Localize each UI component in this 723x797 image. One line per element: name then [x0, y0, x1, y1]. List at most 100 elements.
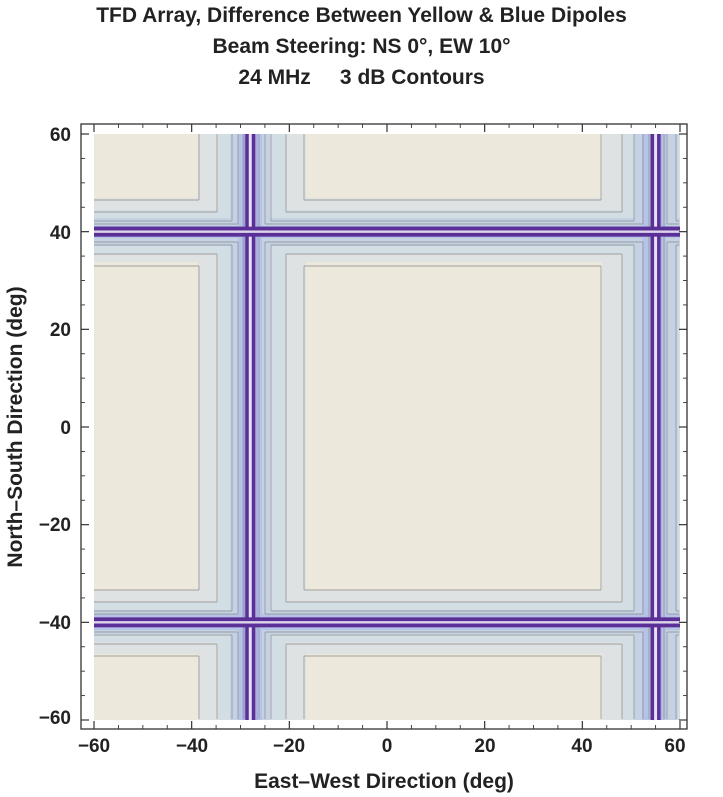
- contour-band-cell: [146, 574, 151, 579]
- contour-band-cell: [110, 646, 115, 651]
- contour-band-cell: [118, 366, 123, 371]
- contour-band-cell: [126, 570, 131, 575]
- contour-band-cell: [194, 614, 199, 619]
- contour-band-cell: [122, 562, 127, 567]
- contour-band-cell: [106, 282, 111, 287]
- contour-band-cell: [134, 582, 139, 587]
- contour-band-cell: [166, 398, 171, 403]
- contour-band-cell: [206, 474, 211, 479]
- contour-band-cell: [94, 254, 99, 259]
- contour-band-cell: [130, 250, 135, 255]
- contour-band-cell: [186, 190, 191, 195]
- contour-band-cell: [174, 242, 179, 247]
- contour-band-cell: [194, 670, 199, 675]
- contour-band-cell: [134, 258, 139, 263]
- contour-band-cell: [102, 682, 107, 687]
- contour-band-cell: [186, 410, 191, 415]
- contour-band-cell: [194, 478, 199, 483]
- contour-band-cell: [94, 206, 99, 211]
- contour-band-cell: [118, 646, 123, 651]
- contour-band-cell: [170, 602, 175, 607]
- contour-band-cell: [210, 602, 215, 607]
- contour-band-cell: [214, 306, 219, 311]
- contour-band-cell: [162, 650, 167, 655]
- contour-band-cell: [182, 678, 187, 683]
- contour-band-cell: [138, 590, 143, 595]
- contour-band-cell: [162, 274, 167, 279]
- contour-band-cell: [134, 350, 139, 355]
- contour-band-cell: [178, 510, 183, 515]
- contour-band-cell: [158, 142, 163, 147]
- contour-band-cell: [214, 282, 219, 287]
- contour-band-cell: [98, 326, 103, 331]
- contour-band-cell: [162, 318, 167, 323]
- contour-band-cell: [146, 310, 151, 315]
- contour-band-cell: [182, 498, 187, 503]
- contour-band-cell: [114, 322, 119, 327]
- contour-band-cell: [194, 674, 199, 679]
- contour-band-cell: [222, 182, 227, 187]
- contour-band-cell: [122, 398, 127, 403]
- contour-band-cell: [138, 278, 143, 283]
- contour-band-cell: [118, 498, 123, 503]
- contour-band-cell: [126, 238, 131, 243]
- contour-band-cell: [102, 142, 107, 147]
- contour-band-cell: [210, 314, 215, 319]
- contour-band-cell: [102, 134, 107, 139]
- contour-band-cell: [130, 434, 135, 439]
- contour-band-cell: [134, 658, 139, 663]
- contour-band-cell: [214, 658, 219, 663]
- contour-band-cell: [194, 306, 199, 311]
- contour-band-cell: [206, 238, 211, 243]
- contour-band-cell: [154, 306, 159, 311]
- contour-band-cell: [134, 194, 139, 199]
- contour-band-cell: [166, 358, 171, 363]
- contour-band-cell: [138, 298, 143, 303]
- contour-band-cell: [166, 246, 171, 251]
- contour-band-cell: [218, 578, 223, 583]
- contour-band-cell: [222, 314, 227, 319]
- contour-band-cell: [94, 686, 99, 691]
- contour-band-cell: [114, 658, 119, 663]
- contour-band-cell: [186, 350, 191, 355]
- contour-band-cell: [142, 502, 147, 507]
- contour-band-cell: [142, 422, 147, 427]
- contour-band-cell: [206, 438, 211, 443]
- contour-band-cell: [202, 502, 207, 507]
- contour-band-cell: [202, 342, 207, 347]
- contour-band-cell: [226, 418, 231, 423]
- contour-band-cell: [126, 530, 131, 535]
- contour-band-cell: [162, 598, 167, 603]
- contour-band-cell: [146, 626, 151, 631]
- contour-band-cell: [158, 526, 163, 531]
- contour-band-cell: [150, 526, 155, 531]
- contour-band-cell: [142, 614, 147, 619]
- contour-band-cell: [222, 402, 227, 407]
- contour-band-cell: [202, 398, 207, 403]
- contour-band-cell: [106, 594, 111, 599]
- contour-band-cell: [150, 290, 155, 295]
- contour-band-cell: [186, 258, 191, 263]
- contour-band-cell: [118, 462, 123, 467]
- contour-band-cell: [158, 330, 163, 335]
- contour-band-cell: [134, 246, 139, 251]
- contour-band-cell: [158, 542, 163, 547]
- contour-band-cell: [122, 190, 127, 195]
- contour-band-cell: [186, 698, 191, 703]
- contour-band-cell: [174, 190, 179, 195]
- contour-band-cell: [226, 686, 231, 691]
- contour-band-cell: [154, 538, 159, 543]
- contour-band-cell: [218, 270, 223, 275]
- contour-band-cell: [142, 570, 147, 575]
- contour-band-cell: [94, 350, 99, 355]
- contour-band-cell: [182, 666, 187, 671]
- contour-band-cell: [150, 186, 155, 191]
- contour-band-cell: [114, 202, 119, 207]
- contour-band-cell: [130, 610, 135, 615]
- contour-band-cell: [154, 574, 159, 579]
- contour-band-cell: [214, 378, 219, 383]
- contour-band-cell: [134, 714, 139, 719]
- contour-band-cell: [190, 354, 195, 359]
- contour-band-cell: [130, 502, 135, 507]
- contour-band-cell: [198, 390, 203, 395]
